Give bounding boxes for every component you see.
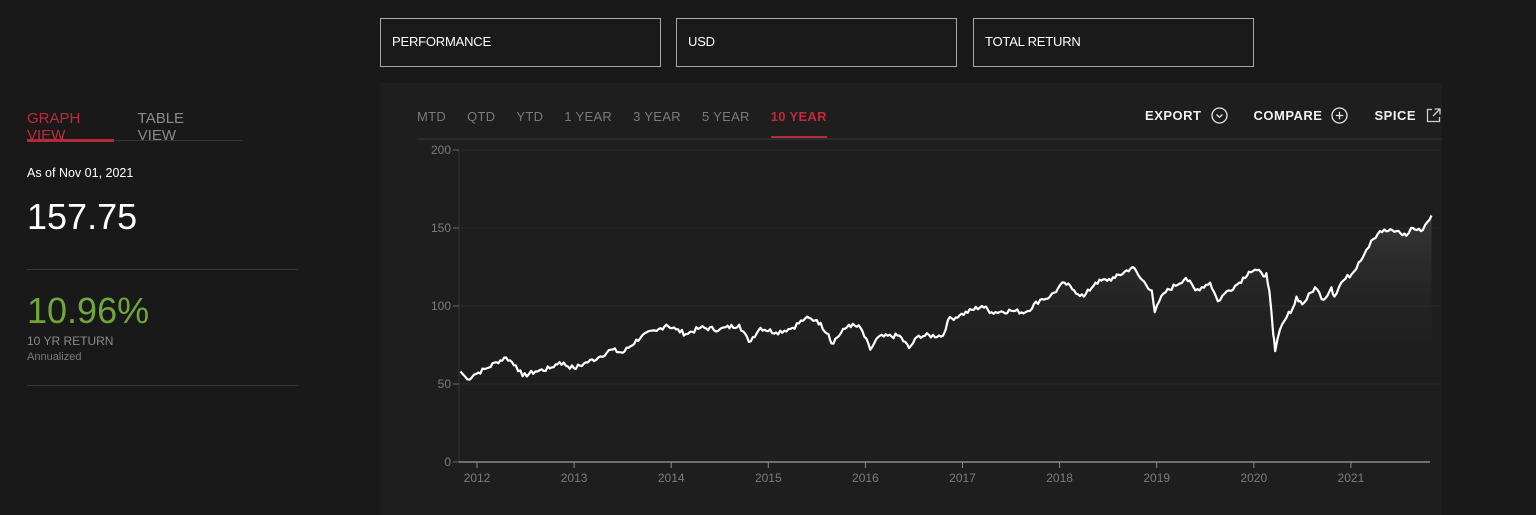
plus-circle-icon [1331,107,1349,124]
index-value: 157.75 [27,196,138,237]
return-sublabel: Annualized [27,351,82,363]
divider [27,269,298,270]
return-type-select-value: TOTAL RETURN [985,34,1081,49]
external-link-icon [1426,108,1441,123]
tab-ytd[interactable]: YTD [516,109,544,124]
svg-text:100: 100 [431,299,451,313]
chart-actions: EXPORT COMPARE SPICE [1119,107,1442,124]
currency-select-value: USD [688,34,715,49]
currency-select[interactable]: USD [676,18,957,67]
svg-text:2013: 2013 [561,471,588,485]
tab-5-year[interactable]: 5 YEAR [701,109,750,124]
spice-label: SPICE [1374,108,1416,123]
as-of-date: As of Nov 01, 2021 [27,166,134,180]
svg-text:0: 0 [444,455,451,469]
svg-text:2018: 2018 [1046,471,1073,485]
svg-text:50: 50 [438,377,452,391]
chart-axes: 0 50 100 150 200 2012 2013 2014 2015 2016 2017 2018… [431,143,1430,485]
range-tabs: MTD QTD YTD 1 YEAR 3 YEAR 5 YEAR 10 YEAR [417,109,848,139]
tabs-divider [417,138,1441,140]
svg-text:200: 200 [431,143,451,157]
compare-label: COMPARE [1253,108,1323,123]
svg-text:2014: 2014 [658,471,685,485]
view-tabs: GRAPH VIEW TABLE VIEW [27,100,242,144]
chart-panel: 0 50 100 150 200 2012 2013 2014 2015 2016 2017 2018… [380,83,1442,515]
svg-text:2012: 2012 [464,471,491,485]
return-label: 10 YR RETURN [27,334,114,348]
export-label: EXPORT [1145,108,1202,123]
divider [27,385,298,386]
chart-line [459,215,1433,381]
export-button[interactable]: EXPORT [1145,107,1228,124]
return-type-select[interactable]: TOTAL RETURN [973,18,1254,67]
tab-3-year[interactable]: 3 YEAR [633,109,681,124]
svg-text:2015: 2015 [755,471,782,485]
compare-button[interactable]: COMPARE [1254,107,1349,124]
tab-graph-view[interactable]: GRAPH VIEW [27,100,114,144]
svg-text:150: 150 [431,221,451,235]
svg-text:2017: 2017 [949,471,976,485]
spice-link[interactable]: SPICE [1374,107,1442,124]
tab-10-year[interactable]: 10 YEAR [770,109,827,139]
tab-1-year[interactable]: 1 YEAR [564,109,613,124]
svg-text:2021: 2021 [1338,471,1365,485]
svg-text:2016: 2016 [852,471,879,485]
tab-table-view[interactable]: TABLE VIEW [137,110,185,144]
summary-panel: GRAPH VIEW TABLE VIEW As of Nov 01, 2021… [27,100,298,386]
svg-text:2020: 2020 [1240,471,1267,485]
return-value: 10.96% [27,290,150,331]
metric-select-value: PERFORMANCE [392,34,491,49]
performance-chart: 0 50 100 150 200 2012 2013 2014 2015 2016 2017 2018… [431,143,1441,485]
tab-mtd[interactable]: MTD [417,109,447,124]
chevron-circle-down-icon [1210,107,1228,124]
chart-area [460,215,1432,380]
svg-text:2019: 2019 [1143,471,1170,485]
metric-select[interactable]: PERFORMANCE [380,18,661,67]
tab-qtd[interactable]: QTD [467,109,496,124]
